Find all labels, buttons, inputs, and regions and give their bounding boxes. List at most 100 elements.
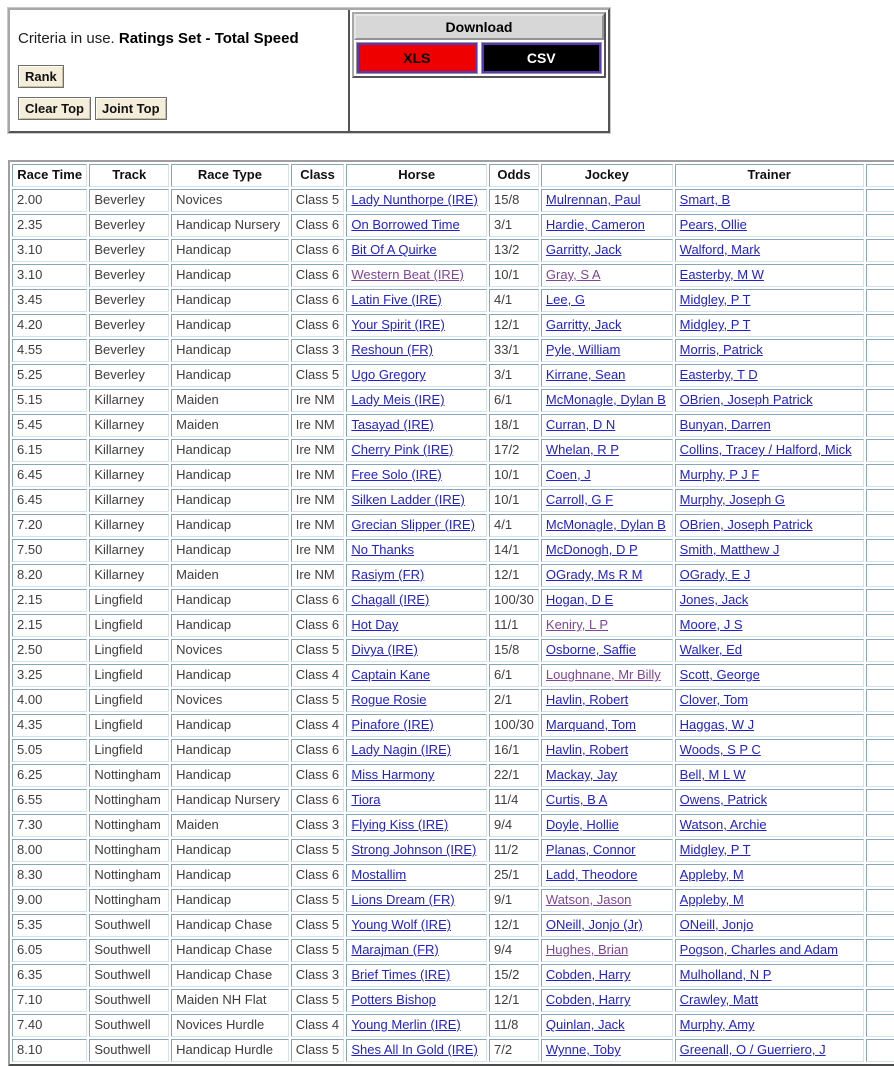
trainer-link[interactable]: Walker, Ed	[679, 642, 743, 657]
jockey-link[interactable]: Havlin, Robert	[545, 742, 629, 757]
trainer-link[interactable]: Haggas, W J	[679, 717, 755, 732]
horse-link[interactable]: Young Wolf (IRE)	[351, 917, 452, 932]
trainer-link[interactable]: OGrady, E J	[679, 567, 751, 582]
jockey-link[interactable]: Carroll, G F	[545, 492, 614, 507]
jockey-link[interactable]: Curran, D N	[545, 417, 616, 432]
horse-link[interactable]: Lady Nunthorpe (IRE)	[351, 192, 478, 207]
jockey-link[interactable]: Lee, G	[545, 292, 585, 307]
horse-link[interactable]: Western Beat (IRE)	[351, 267, 464, 282]
trainer-link[interactable]: Bell, M L W	[679, 767, 746, 782]
trainer-link[interactable]: Murphy, P J F	[679, 467, 760, 482]
horse-link[interactable]: Brief Times (IRE)	[351, 967, 451, 982]
horse-link[interactable]: Your Spirit (IRE)	[351, 317, 445, 332]
jockey-link[interactable]: Havlin, Robert	[545, 692, 629, 707]
horse-link[interactable]: Rasiym (FR)	[351, 567, 425, 582]
horse-link[interactable]: Free Solo (IRE)	[351, 467, 442, 482]
jockey-link[interactable]: Kirrane, Sean	[545, 367, 626, 382]
horse-link[interactable]: Marajman (FR)	[351, 942, 439, 957]
jockey-link[interactable]: Hardie, Cameron	[545, 217, 645, 232]
horse-link[interactable]: Reshoun (FR)	[351, 342, 433, 357]
trainer-link[interactable]: Easterby, M W	[679, 267, 764, 282]
horse-link[interactable]: Ugo Gregory	[351, 367, 426, 382]
horse-link[interactable]: Lions Dream (FR)	[351, 892, 455, 907]
horse-link[interactable]: Cherry Pink (IRE)	[351, 442, 454, 457]
jockey-link[interactable]: Curtis, B A	[545, 792, 608, 807]
trainer-link[interactable]: Smart, B	[679, 192, 731, 207]
jockey-link[interactable]: Garritty, Jack	[545, 317, 622, 332]
jockey-link[interactable]: Cobden, Harry	[545, 992, 631, 1007]
horse-link[interactable]: Captain Kane	[351, 667, 431, 682]
jockey-link[interactable]: Garritty, Jack	[545, 242, 622, 257]
horse-link[interactable]: Pinafore (IRE)	[351, 717, 434, 732]
jockey-link[interactable]: Keniry, L P	[545, 617, 609, 632]
rank-button[interactable]: Rank	[18, 65, 64, 88]
trainer-link[interactable]: Moore, J S	[679, 617, 743, 632]
jockey-link[interactable]: Wynne, Toby	[545, 1042, 621, 1057]
jockey-link[interactable]: Doyle, Hollie	[545, 817, 619, 832]
jockey-link[interactable]: ONeill, Jonjo (Jr)	[545, 917, 643, 932]
trainer-link[interactable]: Morris, Patrick	[679, 342, 763, 357]
horse-link[interactable]: Mostallim	[351, 867, 407, 882]
trainer-link[interactable]: Midgley, P T	[679, 317, 751, 332]
trainer-link[interactable]: Murphy, Joseph G	[679, 492, 785, 507]
jockey-link[interactable]: Coen, J	[545, 467, 591, 482]
jockey-link[interactable]: McMonagle, Dylan B	[545, 517, 666, 532]
jockey-link[interactable]: Hughes, Brian	[545, 942, 629, 957]
csv-download-button[interactable]: CSV	[480, 42, 602, 74]
trainer-link[interactable]: ONeill, Jonjo	[679, 917, 754, 932]
trainer-link[interactable]: Murphy, Amy	[679, 1017, 755, 1032]
clear-top-button[interactable]: Clear Top	[18, 97, 91, 120]
trainer-link[interactable]: Easterby, T D	[679, 367, 758, 382]
horse-link[interactable]: Lady Nagin (IRE)	[351, 742, 452, 757]
horse-link[interactable]: Silken Ladder (IRE)	[351, 492, 465, 507]
jockey-link[interactable]: Ladd, Theodore	[545, 867, 638, 882]
trainer-link[interactable]: Walford, Mark	[679, 242, 761, 257]
jockey-link[interactable]: Cobden, Harry	[545, 967, 631, 982]
horse-link[interactable]: Hot Day	[351, 617, 399, 632]
trainer-link[interactable]: Mulholland, N P	[679, 967, 772, 982]
horse-link[interactable]: Tiora	[351, 792, 381, 807]
horse-link[interactable]: Miss Harmony	[351, 767, 435, 782]
trainer-link[interactable]: Smith, Matthew J	[679, 542, 780, 557]
jockey-link[interactable]: Mackay, Jay	[545, 767, 618, 782]
trainer-link[interactable]: Bunyan, Darren	[679, 417, 771, 432]
jockey-link[interactable]: Mulrennan, Paul	[545, 192, 641, 207]
trainer-link[interactable]: Collins, Tracey / Halford, Mick	[679, 442, 852, 457]
jockey-link[interactable]: Osborne, Saffie	[545, 642, 636, 657]
trainer-link[interactable]: Clover, Tom	[679, 692, 749, 707]
jockey-link[interactable]: Quinlan, Jack	[545, 1017, 625, 1032]
horse-link[interactable]: Tasayad (IRE)	[351, 417, 434, 432]
horse-link[interactable]: Rogue Rosie	[351, 692, 427, 707]
trainer-link[interactable]: Midgley, P T	[679, 842, 751, 857]
jockey-link[interactable]: Planas, Connor	[545, 842, 636, 857]
horse-link[interactable]: Young Merlin (IRE)	[351, 1017, 461, 1032]
horse-link[interactable]: Chagall (IRE)	[351, 592, 430, 607]
trainer-link[interactable]: Appleby, M	[679, 892, 744, 907]
trainer-link[interactable]: Watson, Archie	[679, 817, 767, 832]
trainer-link[interactable]: OBrien, Joseph Patrick	[679, 392, 813, 407]
trainer-link[interactable]: Pears, Ollie	[679, 217, 747, 232]
jockey-link[interactable]: Marquand, Tom	[545, 717, 636, 732]
horse-link[interactable]: Potters Bishop	[351, 992, 436, 1007]
horse-link[interactable]: Strong Johnson (IRE)	[351, 842, 477, 857]
trainer-link[interactable]: Jones, Jack	[679, 592, 749, 607]
horse-link[interactable]: Lady Meis (IRE)	[351, 392, 445, 407]
horse-link[interactable]: Divya (IRE)	[351, 642, 418, 657]
jockey-link[interactable]: Loughnane, Mr Billy	[545, 667, 661, 682]
trainer-link[interactable]: Crawley, Matt	[679, 992, 759, 1007]
jockey-link[interactable]: Pyle, William	[545, 342, 621, 357]
jockey-link[interactable]: Whelan, R P	[545, 442, 619, 457]
jockey-link[interactable]: McMonagle, Dylan B	[545, 392, 666, 407]
horse-link[interactable]: On Borrowed Time	[351, 217, 460, 232]
trainer-link[interactable]: Midgley, P T	[679, 292, 751, 307]
trainer-link[interactable]: OBrien, Joseph Patrick	[679, 517, 813, 532]
horse-link[interactable]: Bit Of A Quirke	[351, 242, 437, 257]
horse-link[interactable]: Flying Kiss (IRE)	[351, 817, 449, 832]
jockey-link[interactable]: Hogan, D E	[545, 592, 614, 607]
horse-link[interactable]: Shes All In Gold (IRE)	[351, 1042, 478, 1057]
horse-link[interactable]: Grecian Slipper (IRE)	[351, 517, 475, 532]
trainer-link[interactable]: Greenall, O / Guerriero, J	[679, 1042, 826, 1057]
jockey-link[interactable]: Watson, Jason	[545, 892, 632, 907]
horse-link[interactable]: No Thanks	[351, 542, 414, 557]
jockey-link[interactable]: McDonogh, D P	[545, 542, 638, 557]
